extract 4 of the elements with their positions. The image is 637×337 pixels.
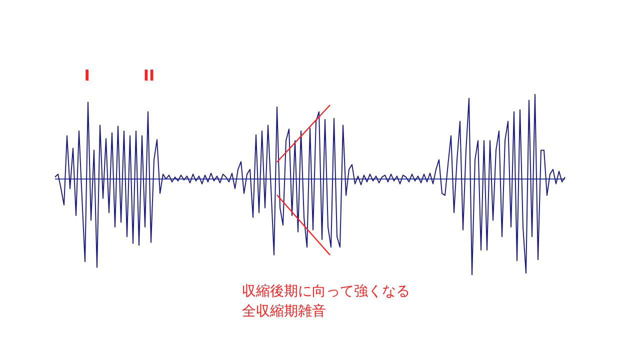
text: 全収縮期雑音 [242,304,326,320]
text: 収縮後期に向って強くなる [242,284,410,300]
text: I [84,66,90,84]
text: II [143,66,155,84]
